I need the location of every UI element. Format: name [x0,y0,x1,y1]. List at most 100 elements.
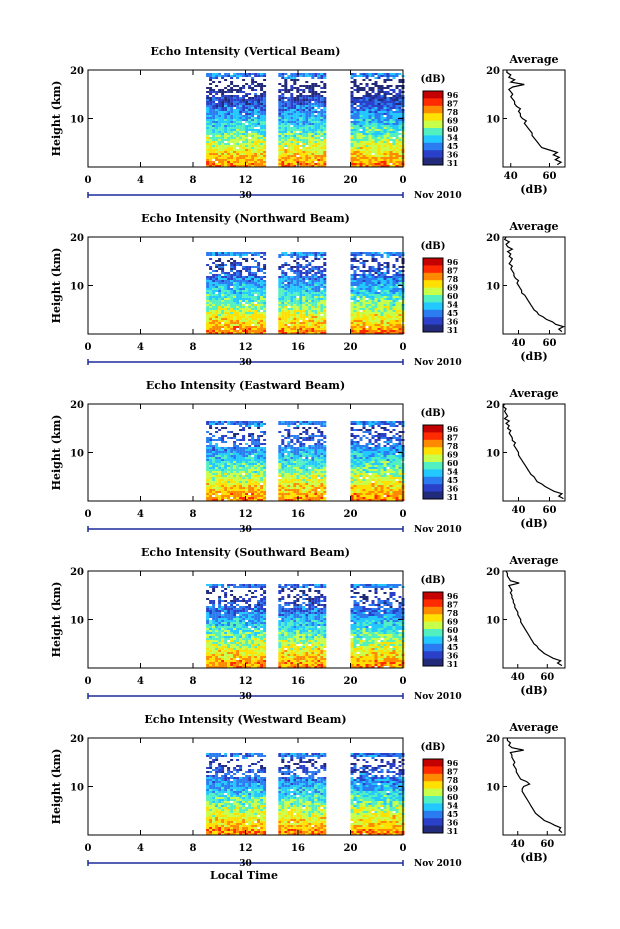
heatmap-cell [230,91,234,93]
heatmap-cell [356,157,360,159]
heatmap-cell [320,119,324,121]
colorbar-tick-label: 60 [447,291,459,301]
heatmap-cell [350,260,354,262]
heatmap-cell [245,109,249,111]
heatmap-cell [209,437,213,439]
heatmap-cell [212,270,216,272]
heatmap-cell [371,300,375,302]
heatmap-cell [395,145,399,147]
heatmap-cell [224,326,228,328]
heatmap-cell [356,109,360,111]
heatmap-cell [254,292,258,294]
heatmap-cell [308,135,312,137]
heatmap-cell [212,328,216,330]
heatmap-cell [356,101,360,103]
heatmap-cell [224,105,228,107]
heatmap-cell [239,129,243,131]
heatmap-cell [257,491,261,493]
heatmap-cell [287,316,291,318]
heatmap-cell [254,129,258,131]
heatmap-cell [260,145,264,147]
heatmap-cell [236,489,240,491]
average-y-tick-label: 10 [486,115,500,126]
heatmap-cell [227,125,231,127]
heatmap-cell [278,294,282,296]
heatmap-cell [278,145,282,147]
heatmap-cell [245,141,249,143]
heatmap-cell [218,479,222,481]
heatmap-cell [236,159,240,161]
heatmap-cell [287,129,291,131]
heatmap-cell [221,437,225,439]
heatmap-cell [257,421,261,423]
heatmap-cell [251,439,255,441]
heatmap-cell [263,282,267,284]
heatmap-cell [323,97,327,99]
heatmap-cell [350,151,354,153]
heatmap-cell [248,449,252,451]
heatmap-cell [296,294,300,296]
heatmap-cell [230,133,234,135]
heatmap-cell [230,109,234,111]
heatmap-cell [251,276,255,278]
heatmap-cell [314,131,318,133]
heatmap-cell [362,264,366,266]
heatmap-cell [227,479,231,481]
heatmap-cell [212,143,216,145]
heatmap-cell [257,133,261,135]
heatmap-cell [251,491,255,493]
heatmap-cell [374,151,378,153]
heatmap-cell [215,451,219,453]
heatmap-cell [287,328,291,330]
heatmap-cell [239,475,243,477]
heatmap-cell [260,149,264,151]
heatmap-cell [287,89,291,91]
heatmap-cell [221,262,225,264]
heatmap-cell [368,165,372,167]
heatmap-cell [290,320,294,322]
heatmap-cell [368,330,372,332]
heatmap-cell [377,270,381,272]
heatmap-cell [377,276,381,278]
heatmap-cell [281,145,285,147]
heatmap-cell [392,288,396,290]
heatmap-cell [356,296,360,298]
heatmap-cell [281,123,285,125]
heatmap-cell [398,79,402,81]
heatmap-cell [299,137,303,139]
heatmap-cell [239,296,243,298]
heatmap-cell [386,97,390,99]
heatmap-cell [317,328,321,330]
heatmap-cell [248,316,252,318]
heatmap-cell [251,489,255,491]
heatmap-cell [215,127,219,129]
heatmap-cell [362,75,366,77]
heatmap-cell [311,117,315,119]
heatmap-cell [206,489,210,491]
heatmap-cell [224,332,228,334]
heatmap-cell [212,310,216,312]
heatmap-cell [215,163,219,165]
heatmap-cell [287,332,291,334]
heatmap-cell [227,475,231,477]
heatmap-cell [227,318,231,320]
heatmap-cell [353,85,357,87]
heatmap-cell [224,483,228,485]
heatmap-cell [374,288,378,290]
heatmap-cell [383,320,387,322]
heatmap-cell [386,103,390,105]
heatmap-cell [305,274,309,276]
heatmap-cell [293,165,297,167]
heatmap-cell [233,447,237,449]
heatmap-cell [218,328,222,330]
heatmap-cell [350,147,354,149]
heatmap-cell [362,322,366,324]
heatmap-cell [236,75,240,77]
heatmap-cell [290,111,294,113]
heatmap-cell [248,310,252,312]
heatmap-cell [248,455,252,457]
heatmap-cell [260,425,264,427]
heatmap-cell [392,117,396,119]
colorbar-segment [423,317,443,326]
heatmap-cell [359,294,363,296]
